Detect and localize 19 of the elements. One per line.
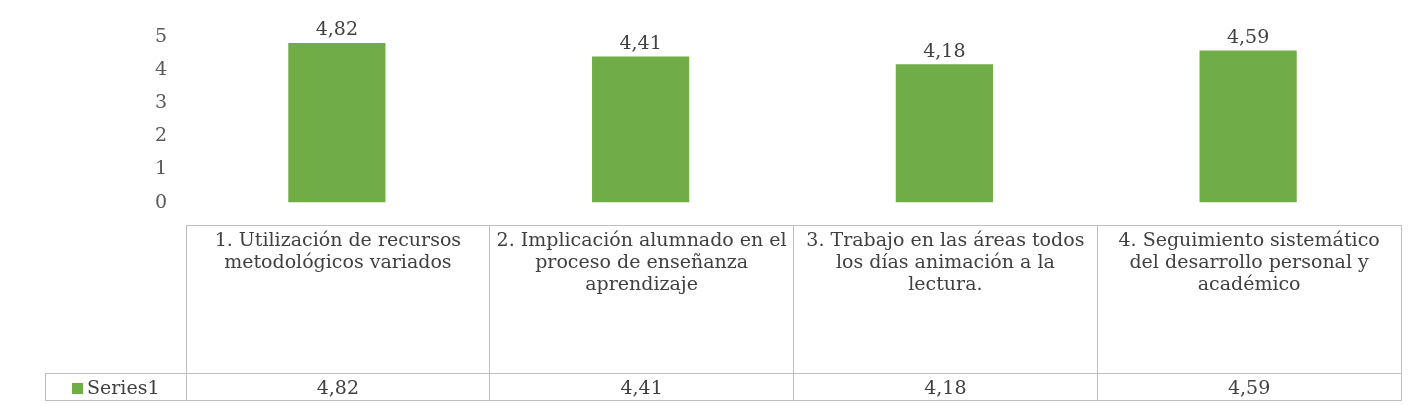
data-label: 4,41 [489, 373, 794, 401]
x-tick-label: 2. Implicación alumnado en el proceso de enseñanza aprendizaje [489, 225, 794, 374]
text: 4,18 [923, 38, 966, 61]
x-tick-label: 1. Utilización de recursos metodológicos variados [186, 225, 490, 374]
y-tick-label: 0 [154, 189, 167, 212]
legend-label: Series1 [45, 373, 186, 401]
data-label: 4,82 [186, 373, 490, 401]
text: 4,41 [619, 30, 662, 53]
text: 4,82 [315, 17, 359, 40]
x-tick-label: 3. Trabajo en las áreas todos los días animación a la lectura. [793, 225, 1098, 374]
y-tick-label: 3 [154, 90, 167, 113]
y-tick-label: 5 [154, 23, 167, 46]
x-tick-label: 4. Seguimiento sistemático del desarrollo personal y académico [1097, 225, 1401, 374]
y-tick-label: 4 [154, 57, 167, 80]
y-tick-label: 1 [154, 156, 167, 179]
text: 4,59 [1226, 25, 1270, 48]
y-tick-label: 2 [154, 123, 167, 146]
data-label: 4,59 [1097, 373, 1401, 401]
data-label: 4,18 [793, 373, 1098, 401]
